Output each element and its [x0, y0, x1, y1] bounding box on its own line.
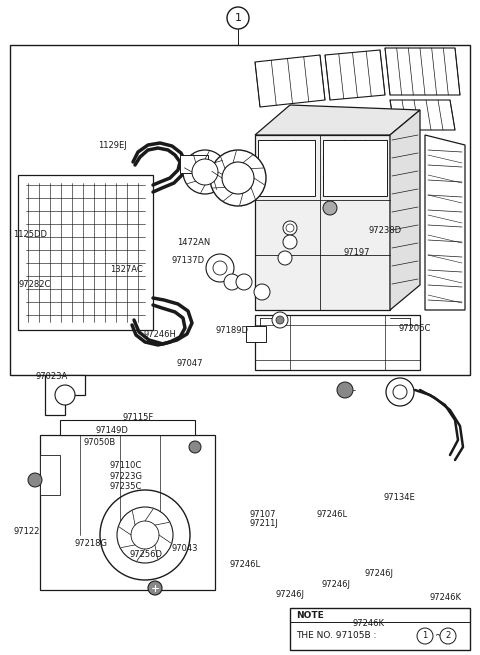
Text: NOTE: NOTE: [296, 610, 324, 620]
Circle shape: [272, 312, 288, 328]
Text: 97246K: 97246K: [430, 593, 462, 602]
Text: 97246L: 97246L: [317, 510, 348, 519]
Circle shape: [131, 521, 159, 549]
Circle shape: [417, 628, 433, 644]
Polygon shape: [255, 55, 325, 107]
Text: 97235C: 97235C: [109, 482, 142, 491]
Polygon shape: [40, 435, 215, 590]
Polygon shape: [255, 135, 390, 310]
Polygon shape: [325, 50, 385, 100]
Text: 97246L: 97246L: [229, 560, 261, 569]
Text: 97246H: 97246H: [143, 329, 176, 339]
Circle shape: [440, 628, 456, 644]
Text: 97206C: 97206C: [398, 324, 431, 333]
Text: 1: 1: [235, 13, 241, 23]
Circle shape: [283, 235, 297, 249]
Circle shape: [236, 274, 252, 290]
Circle shape: [393, 385, 407, 399]
Text: 97047: 97047: [177, 359, 203, 368]
Bar: [246, 326, 266, 342]
Polygon shape: [255, 315, 420, 370]
Text: 97134E: 97134E: [384, 493, 416, 502]
Text: 97197: 97197: [343, 248, 370, 257]
Polygon shape: [390, 110, 420, 310]
Circle shape: [28, 473, 42, 487]
Circle shape: [254, 284, 270, 300]
Text: 97246K: 97246K: [353, 619, 385, 628]
Circle shape: [386, 378, 414, 406]
Circle shape: [222, 162, 254, 194]
Text: 97023A: 97023A: [36, 372, 68, 381]
Text: THE NO. 97105B :: THE NO. 97105B :: [296, 631, 379, 641]
Circle shape: [183, 150, 227, 194]
Text: 97218G: 97218G: [74, 539, 108, 548]
Text: 1125DD: 1125DD: [13, 230, 48, 239]
Text: 97282C: 97282C: [18, 280, 50, 290]
Circle shape: [278, 251, 292, 265]
Polygon shape: [425, 135, 465, 310]
Text: 97211J: 97211J: [250, 519, 278, 529]
Circle shape: [210, 150, 266, 206]
Text: 1472AN: 1472AN: [177, 238, 210, 247]
Circle shape: [276, 316, 284, 324]
Text: 97122: 97122: [13, 527, 40, 536]
Text: 1: 1: [422, 631, 428, 641]
Text: 97043: 97043: [172, 544, 198, 553]
Text: 97223G: 97223G: [109, 472, 143, 481]
Circle shape: [192, 159, 218, 185]
Polygon shape: [323, 140, 387, 196]
Circle shape: [100, 490, 190, 580]
Polygon shape: [258, 140, 315, 196]
Circle shape: [224, 274, 240, 290]
Circle shape: [206, 254, 234, 282]
Circle shape: [283, 221, 297, 235]
Circle shape: [117, 507, 173, 563]
Text: 1129EJ: 1129EJ: [98, 141, 127, 150]
Text: 97189D: 97189D: [215, 326, 248, 335]
Polygon shape: [60, 420, 195, 435]
Text: 97246J: 97246J: [365, 569, 394, 578]
Text: 97110C: 97110C: [109, 460, 142, 470]
Text: 97149D: 97149D: [96, 426, 129, 435]
Text: 97238D: 97238D: [369, 226, 402, 235]
Circle shape: [286, 224, 294, 232]
Polygon shape: [45, 375, 85, 415]
Text: 1327AC: 1327AC: [110, 265, 143, 274]
Circle shape: [337, 382, 353, 398]
Polygon shape: [255, 105, 420, 135]
Text: 97246J: 97246J: [322, 580, 350, 590]
Bar: [18, 175, 153, 330]
Polygon shape: [180, 155, 208, 173]
Text: 97107: 97107: [250, 510, 276, 519]
Text: 97050B: 97050B: [84, 438, 116, 447]
Text: 97256D: 97256D: [130, 550, 163, 559]
Circle shape: [189, 441, 201, 453]
Text: 97115F: 97115F: [122, 413, 154, 422]
Text: 2: 2: [445, 631, 451, 641]
Polygon shape: [40, 455, 60, 495]
Polygon shape: [385, 48, 460, 95]
Circle shape: [323, 201, 337, 215]
Circle shape: [213, 261, 227, 275]
Text: 97137D: 97137D: [172, 256, 205, 265]
Text: ~: ~: [435, 631, 443, 641]
Text: 97246J: 97246J: [276, 590, 305, 599]
Bar: [10, 45, 470, 375]
Circle shape: [148, 581, 162, 595]
Polygon shape: [390, 100, 455, 130]
Circle shape: [55, 385, 75, 405]
Circle shape: [227, 7, 249, 29]
Bar: [290, 608, 470, 650]
